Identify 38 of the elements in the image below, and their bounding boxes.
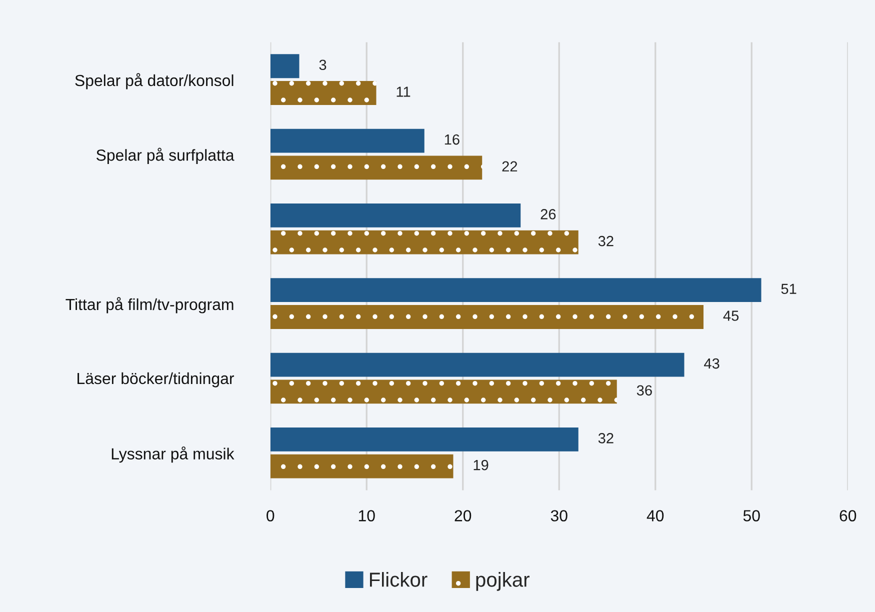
y-tick-label: Spelar på dator/konsol (75, 73, 234, 90)
bar (270, 204, 521, 228)
x-tick-label: 10 (358, 510, 375, 522)
x-tick-label: 50 (743, 510, 760, 522)
data-label: 26 (540, 209, 556, 220)
data-label: 32 (598, 236, 614, 246)
y-tick-label: Tittar på film/tv-program (66, 297, 234, 314)
data-label: 32 (598, 433, 614, 444)
bar (270, 454, 454, 478)
data-label: 43 (704, 358, 720, 369)
y-tick-label: Spelar på surfplatta (96, 148, 234, 164)
y-tick-label: Läser böcker/tidningar (78, 372, 234, 388)
x-tick-label: 30 (550, 510, 568, 522)
legend-label: pojkar (476, 572, 530, 591)
bar (270, 380, 617, 404)
x-tick-label: 20 (454, 510, 472, 522)
bar (270, 427, 578, 452)
bar (270, 128, 424, 153)
x-tick-label: 0 (266, 510, 274, 522)
bar (270, 54, 300, 78)
bar (270, 81, 376, 105)
bar (270, 278, 762, 302)
x-tick-label: 60 (840, 510, 856, 522)
data-label: 22 (502, 161, 518, 172)
data-label: 19 (474, 460, 488, 470)
data-label: 3 (319, 60, 326, 70)
data-label: 11 (396, 86, 410, 97)
legend-label: Flickor (370, 572, 428, 587)
data-label: 51 (781, 284, 796, 294)
bar (270, 305, 704, 329)
bar (270, 352, 684, 377)
data-label: 45 (723, 310, 739, 321)
data-label: 36 (636, 385, 652, 396)
data-label: 16 (444, 134, 460, 145)
y-tick-label: Lyssnar på musik (112, 446, 234, 463)
bar (270, 156, 482, 180)
x-tick-label: 40 (646, 510, 664, 522)
bar (270, 230, 578, 254)
